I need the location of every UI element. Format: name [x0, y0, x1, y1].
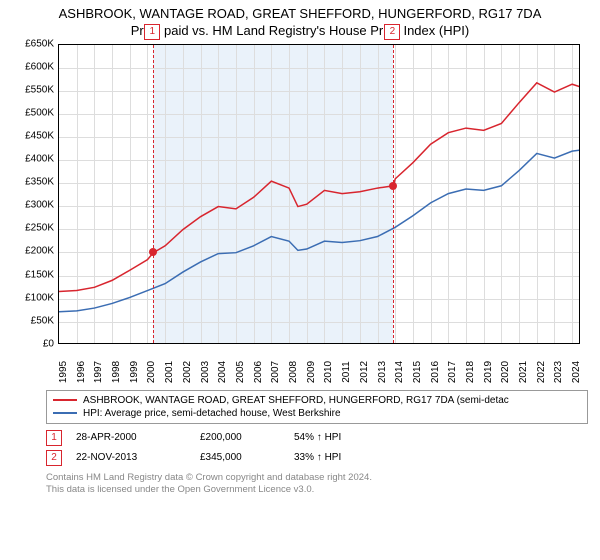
legend-swatch: [53, 399, 77, 401]
x-tick-label: 2019: [483, 361, 494, 383]
footer-line1: Contains HM Land Registry data © Crown c…: [46, 472, 588, 484]
x-tick-label: 1996: [76, 361, 87, 383]
x-tick-label: 2007: [270, 361, 281, 383]
footer: Contains HM Land Registry data © Crown c…: [46, 472, 588, 496]
event-dot: [389, 182, 397, 190]
x-tick-label: 2002: [182, 361, 193, 383]
x-tick-label: 2018: [465, 361, 476, 383]
x-tick-label: 1995: [58, 361, 69, 383]
y-tick-label: £650K: [12, 38, 54, 49]
x-tick-label: 1997: [93, 361, 104, 383]
y-tick-label: £100K: [12, 292, 54, 303]
y-tick-label: £550K: [12, 84, 54, 95]
event-date: 28-APR-2000: [76, 432, 186, 443]
event-price: £345,000: [200, 452, 280, 463]
y-tick-label: £50K: [12, 315, 54, 326]
y-tick-label: £450K: [12, 131, 54, 142]
y-tick-label: £150K: [12, 269, 54, 280]
x-tick-label: 2020: [500, 361, 511, 383]
event-line: [153, 45, 154, 343]
event-price: £200,000: [200, 432, 280, 443]
x-tick-label: 2001: [164, 361, 175, 383]
y-tick-label: £400K: [12, 154, 54, 165]
x-tick-label: 2014: [394, 361, 405, 383]
x-tick-label: 2011: [341, 361, 352, 383]
x-tick-label: 2003: [200, 361, 211, 383]
x-tick-label: 2006: [253, 361, 264, 383]
y-tick-label: £350K: [12, 177, 54, 188]
y-tick-label: £250K: [12, 223, 54, 234]
legend-row: ASHBROOK, WANTAGE ROAD, GREAT SHEFFORD, …: [53, 394, 581, 407]
event-line: [393, 45, 394, 343]
legend-row: HPI: Average price, semi-detached house,…: [53, 407, 581, 420]
y-tick-label: £200K: [12, 246, 54, 257]
legend-swatch: [53, 412, 77, 414]
x-tick-label: 2017: [447, 361, 458, 383]
y-tick-label: £300K: [12, 200, 54, 211]
footer-line2: This data is licensed under the Open Gov…: [46, 484, 588, 496]
x-tick-label: 2023: [553, 361, 564, 383]
event-date: 22-NOV-2013: [76, 452, 186, 463]
chart-title-line2: Price paid vs. HM Land Registry's House …: [0, 23, 600, 40]
y-tick-label: £500K: [12, 108, 54, 119]
series-line-0: [59, 83, 579, 292]
y-tick-label: £600K: [12, 61, 54, 72]
chart-title-block: ASHBROOK, WANTAGE ROAD, GREAT SHEFFORD, …: [0, 0, 600, 40]
legend: ASHBROOK, WANTAGE ROAD, GREAT SHEFFORD, …: [46, 390, 588, 424]
event-diff: 33% ↑ HPI: [294, 452, 394, 463]
event-diff: 54% ↑ HPI: [294, 432, 394, 443]
event-number: 2: [46, 450, 62, 466]
x-tick-label: 2015: [412, 361, 423, 383]
x-tick-label: 2008: [288, 361, 299, 383]
x-tick-label: 2013: [377, 361, 388, 383]
x-tick-label: 2010: [323, 361, 334, 383]
plot-area: [58, 44, 580, 344]
x-tick-label: 2021: [518, 361, 529, 383]
x-tick-label: 2004: [217, 361, 228, 383]
event-dot: [149, 248, 157, 256]
x-tick-label: 2005: [235, 361, 246, 383]
event-row: 2 22-NOV-2013 £345,000 33% ↑ HPI: [46, 450, 588, 466]
event-number: 1: [46, 430, 62, 446]
x-tick-label: 1998: [111, 361, 122, 383]
legend-label: ASHBROOK, WANTAGE ROAD, GREAT SHEFFORD, …: [83, 394, 509, 407]
event-marker-box: 1: [144, 24, 160, 40]
series-svg: [59, 45, 580, 344]
event-marker-box: 2: [384, 24, 400, 40]
series-line-1: [59, 150, 579, 312]
event-row: 1 28-APR-2000 £200,000 54% ↑ HPI: [46, 430, 588, 446]
x-tick-label: 2016: [430, 361, 441, 383]
x-tick-label: 2009: [306, 361, 317, 383]
x-tick-label: 2024: [571, 361, 582, 383]
legend-label: HPI: Average price, semi-detached house,…: [83, 407, 341, 420]
x-tick-label: 1999: [129, 361, 140, 383]
chart: £0 £50K £100K £150K £200K £250K £300K £350K £400…: [12, 44, 588, 384]
y-tick-label: £0: [12, 338, 54, 349]
x-tick-label: 2022: [536, 361, 547, 383]
events-table: 1 28-APR-2000 £200,000 54% ↑ HPI 2 22-NOV-201…: [46, 430, 588, 466]
x-tick-label: 2012: [359, 361, 370, 383]
chart-title-line1: ASHBROOK, WANTAGE ROAD, GREAT SHEFFORD, …: [0, 6, 600, 23]
x-tick-label: 2000: [146, 361, 157, 383]
